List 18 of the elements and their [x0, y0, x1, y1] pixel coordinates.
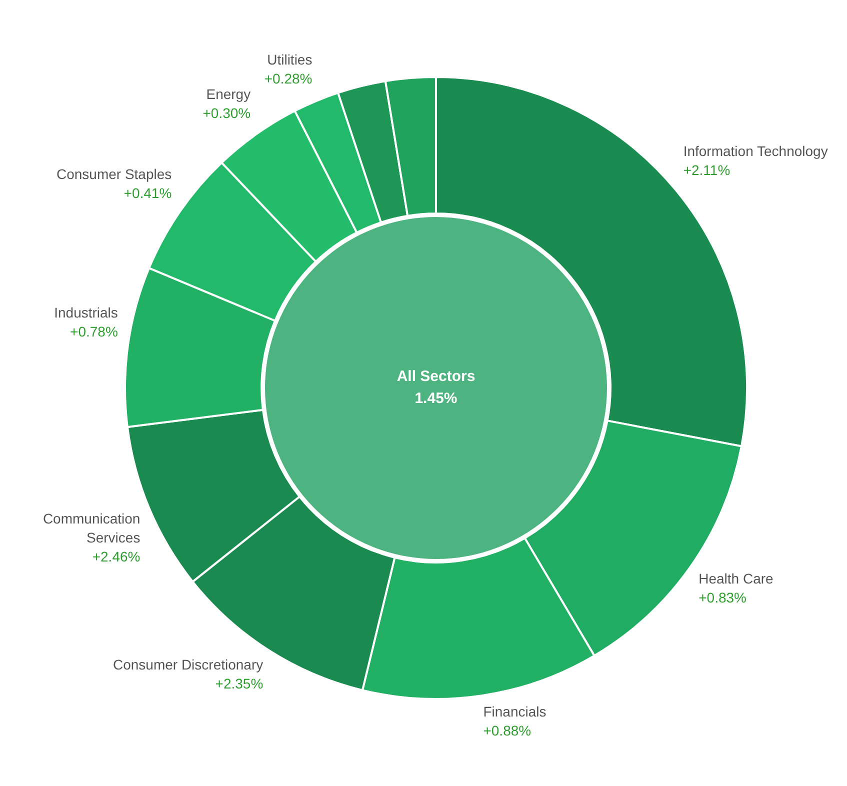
- slice-label: Communication Services: [42, 510, 140, 546]
- slice-label: Consumer Discretionary: [112, 656, 264, 672]
- text: +0.88%: [483, 722, 532, 738]
- text: +2.46%: [92, 548, 140, 565]
- slice-label: Consumer Staples: [56, 166, 172, 182]
- text: +0.30%: [202, 104, 251, 121]
- slice-label: Health Care: [698, 570, 774, 586]
- text: +0.83%: [698, 589, 746, 606]
- text: +0.78%: [70, 324, 118, 340]
- text: +0.41%: [124, 184, 172, 201]
- text: +2.35%: [215, 675, 264, 692]
- slice-label: Financials: [483, 703, 546, 720]
- slice-label: Utilities: [267, 52, 312, 68]
- slice-label: Energy: [206, 86, 251, 102]
- text: +2.11%: [683, 162, 730, 178]
- slice-label: Industrials: [54, 304, 118, 321]
- text: +0.28%: [264, 70, 312, 87]
- slice-label: Information Technology: [683, 143, 828, 160]
